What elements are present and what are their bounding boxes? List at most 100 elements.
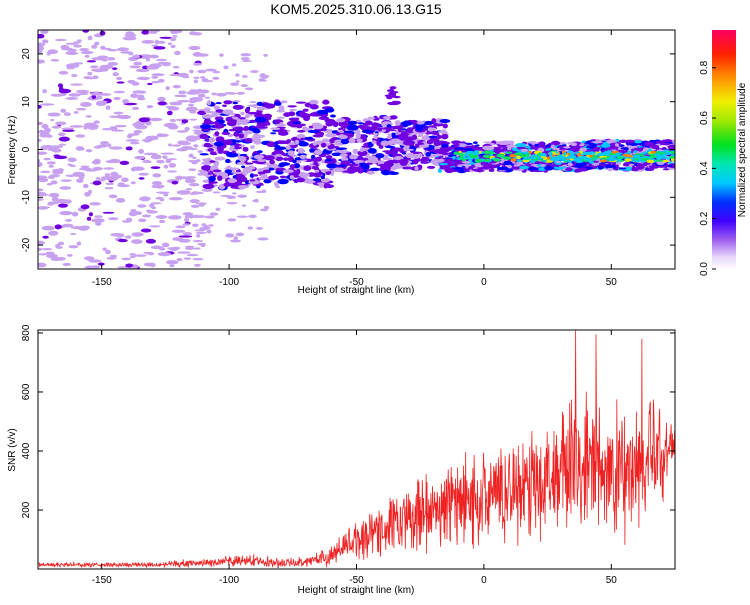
spectrogram-blob [199, 153, 209, 156]
spectrogram-blob [225, 158, 231, 164]
spectrogram-blob [372, 115, 378, 121]
spectrogram-blob [529, 157, 537, 160]
spectrogram-blob [189, 199, 200, 204]
spectrogram-blob [98, 179, 106, 182]
figure-title: KOM5.2025.310.06.13.G15 [270, 1, 441, 17]
spectrogram-blob [539, 141, 545, 145]
spectrogram-blob [85, 115, 92, 118]
spectrogram-blob [349, 154, 358, 160]
spectrogram-blob [289, 175, 295, 180]
spectrogram-blob [153, 46, 166, 50]
spectrogram-blob [82, 183, 89, 189]
spectrogram-blob [223, 65, 229, 70]
spectrogram-blob [38, 59, 46, 64]
spectrogram-blob [252, 103, 258, 108]
spectrogram-blob [445, 158, 456, 163]
spectrogram-blob [159, 36, 173, 39]
spectrogram-blob [388, 91, 397, 96]
spectrogram-blob [373, 135, 378, 140]
spectrogram-blob [241, 204, 247, 207]
spectrogram-blob [232, 101, 239, 105]
spectrogram-blob [80, 165, 90, 169]
spectrogram-blob [56, 198, 68, 204]
spectrogram-blob [88, 212, 94, 217]
spectrogram-blob [167, 143, 173, 147]
spectrogram-blob [131, 167, 136, 172]
spectrogram-blob [303, 165, 312, 172]
spectrogram-blob [240, 111, 245, 116]
spectrogram-blob [176, 190, 191, 195]
spectrogram-blob [215, 207, 221, 211]
spectrogram-blob [182, 231, 193, 236]
spectrogram-blob [623, 162, 629, 166]
spectrogram-blob [227, 178, 237, 184]
spectrogram-blob [91, 57, 105, 61]
spectrogram-blob [338, 134, 348, 140]
spectrogram-blob [69, 125, 84, 128]
spectrogram-blob [80, 204, 90, 210]
spectrogram-blob [509, 154, 517, 158]
spectrogram-blob [334, 145, 340, 149]
spectrogram-blob [299, 154, 307, 159]
spectrogram-blob [38, 42, 46, 47]
spectrogram-blob [591, 157, 595, 161]
spectrogram-blob [323, 183, 329, 189]
spectrogram-blob [195, 231, 208, 234]
spectrogram-blob [406, 127, 417, 130]
spectrogram-blob [176, 130, 188, 133]
spectrogram-blob [42, 235, 49, 239]
spectrogram-blob [176, 251, 191, 254]
spectrogram-blob [453, 151, 458, 155]
spectrogram-blob [206, 100, 212, 106]
spectrogram-blob [134, 155, 145, 160]
spectrogram-blob [307, 136, 313, 140]
spectrogram-blob [243, 125, 249, 132]
spectrogram-blob [122, 99, 129, 104]
spectrogram-blob [227, 167, 240, 171]
spectrogram-blob [70, 226, 85, 230]
spectrogram-blob [633, 140, 643, 144]
spectrogram-blob [156, 159, 165, 164]
spectrogram-blob [337, 164, 347, 168]
snr-series-line [38, 330, 675, 569]
spectrogram-blob [442, 123, 448, 129]
spectrogram-blob [192, 239, 204, 243]
spectrogram-blob [50, 118, 55, 122]
spectrogram-blob [106, 256, 117, 260]
spectrogram-blob [298, 111, 306, 117]
spectrogram-blob [320, 175, 325, 180]
spectrogram-blob [573, 165, 585, 168]
spectrogram-blob [316, 109, 329, 115]
spectrogram-blob [640, 157, 649, 161]
spectrogram-blob [165, 159, 172, 164]
spectrogram-blob [116, 81, 125, 84]
spectrogram-blob [527, 167, 539, 171]
spectrogram-blob [45, 251, 55, 255]
spectrogram-blob [643, 147, 650, 151]
spectrogram-blob [211, 92, 218, 96]
spectrogram-blob [52, 168, 61, 173]
spectrogram-blob [105, 105, 111, 110]
spectrogram-blob [334, 139, 343, 145]
spectrogram-blob [441, 133, 449, 140]
spectrogram-blob [146, 160, 152, 163]
spectrogram-blob [40, 170, 51, 174]
spectrogram-blob [169, 264, 175, 268]
snr-ticks: -150 -100 -50 0 50 200 400 600 800 [21, 324, 675, 586]
spectrogram-blob [226, 195, 237, 200]
spectrogram-blob [169, 118, 176, 123]
colorbar: 0.0 0.2 0.4 0.6 0.8 Normalized spectral ampl… [699, 30, 748, 276]
spectrogram-blob [367, 148, 377, 154]
spectrogram-blob [141, 39, 155, 44]
spectrogram-blob [48, 230, 59, 236]
spectrogram-blob [325, 133, 337, 138]
spectrogram-blob [200, 124, 212, 130]
spectrogram-blob [486, 151, 496, 155]
spectrogram-blob [157, 251, 172, 257]
spectrogram-blob [141, 30, 150, 35]
spectrogram-blob [439, 119, 451, 124]
spectrogram-blob [117, 184, 130, 188]
spectrogram-blob [352, 148, 359, 155]
spectrogram-blob [483, 141, 493, 144]
